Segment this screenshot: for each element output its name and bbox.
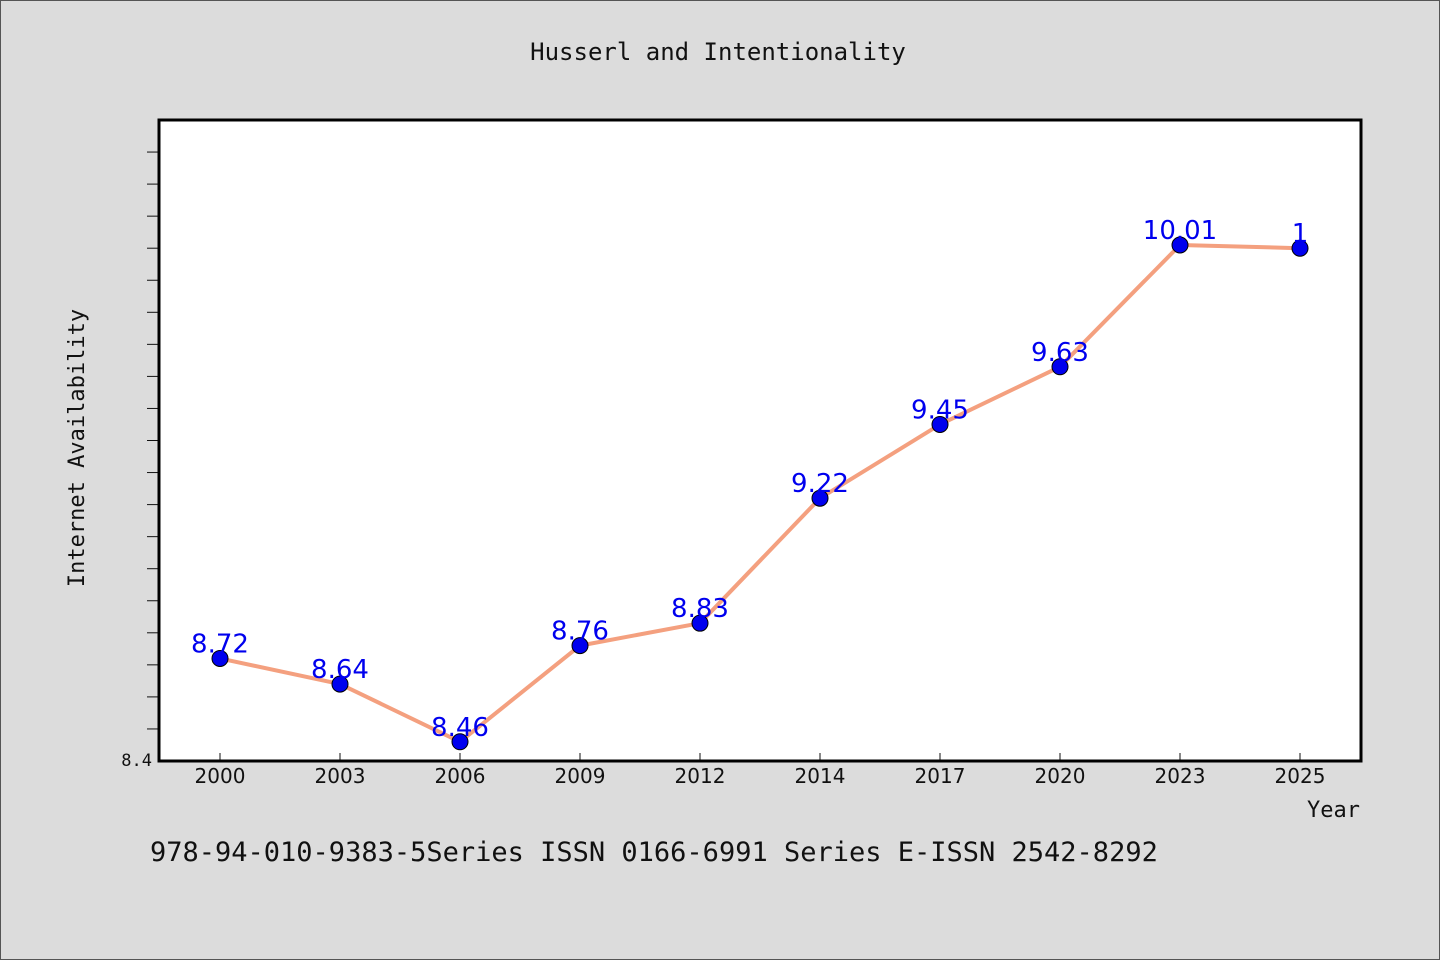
data-point-marker: [931, 415, 949, 433]
y-tick-label: 8.4: [121, 751, 152, 771]
data-label: 10.01: [1143, 216, 1217, 246]
x-tick-label: 2012: [675, 764, 726, 788]
data-point-marker: [1051, 358, 1069, 376]
x-tick-label: 2025: [1275, 764, 1326, 788]
x-tick-label: 2003: [315, 764, 366, 788]
y-axis-ticks: [147, 151, 159, 730]
x-tick-label: 2020: [1035, 764, 1086, 788]
data-label: 8.46: [431, 713, 489, 743]
data-label: 8.72: [191, 629, 249, 659]
footer-text: 978-94-010-9383-5Series ISSN 0166-6991 S…: [150, 837, 1158, 868]
x-tick-label: 2000: [195, 764, 246, 788]
data-label: 9.45: [911, 395, 969, 425]
x-axis-ticks: 2000 2003 2006 2009 2012 2014 2017 2020 2023 2025: [195, 753, 1326, 788]
data-label: 9.22: [791, 469, 849, 499]
data-label: 1: [1292, 219, 1309, 249]
series-line: [218, 242, 1302, 744]
data-point-marker: [451, 733, 469, 751]
chart-title: Husserl and Intentionality: [530, 38, 906, 66]
plot-area: [159, 120, 1361, 761]
data-labels: 8.72 8.64 8.46 8.76 8.83 9.22 9.45 9.63 10.01 1: [191, 216, 1308, 743]
y-axis-label: Internet Availability: [65, 309, 90, 587]
data-label: 8.76: [551, 617, 609, 647]
x-tick-label: 2023: [1155, 764, 1206, 788]
x-axis-label: Year: [1307, 798, 1360, 823]
x-tick-label: 2017: [915, 764, 966, 788]
data-point-marker: [1171, 236, 1189, 254]
data-point-marker: [811, 489, 829, 507]
data-label: 9.63: [1031, 338, 1089, 368]
data-label: 8.64: [311, 655, 369, 685]
x-tick-label: 2006: [435, 764, 486, 788]
data-point-marker: [571, 637, 589, 655]
data-point-marker: [211, 649, 229, 667]
plot-frame: [157, 118, 1363, 763]
data-point-marker: [691, 614, 709, 632]
data-point-marker: [331, 675, 349, 693]
x-tick-label: 2014: [795, 764, 846, 788]
x-tick-label: 2009: [555, 764, 606, 788]
data-label: 8.83: [671, 594, 729, 624]
data-markers: [211, 236, 1309, 751]
data-point-marker: [1291, 239, 1309, 257]
